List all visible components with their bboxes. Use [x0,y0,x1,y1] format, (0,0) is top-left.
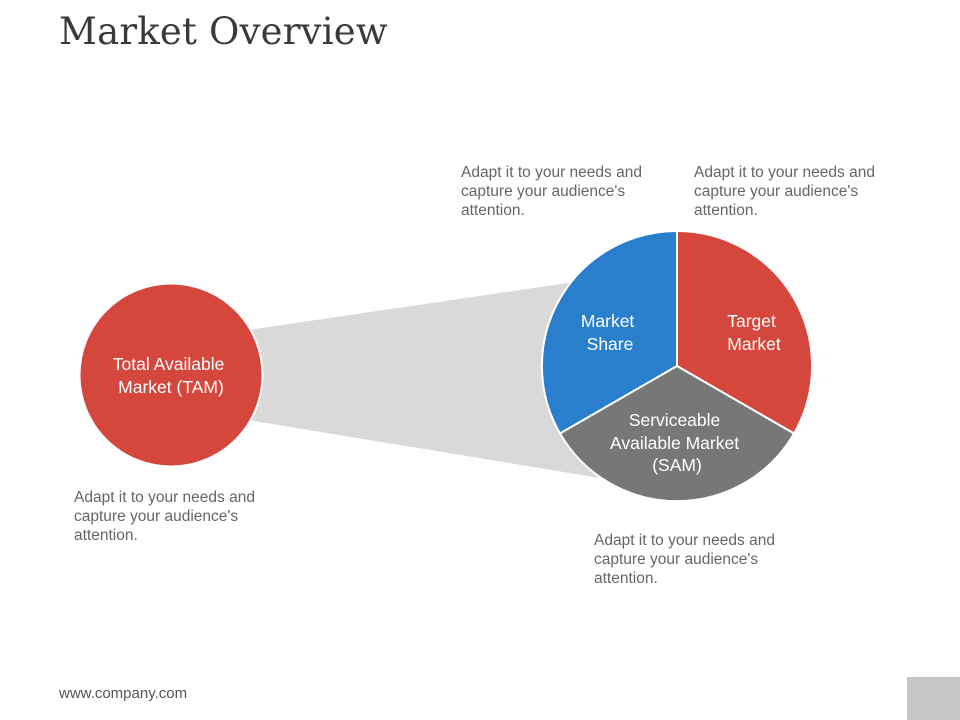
target-market-slice[interactable] [676,229,814,435]
tam-circle[interactable] [78,282,264,468]
market-share-label-line: Share [587,334,634,354]
market-share-label: Market Share [581,311,639,354]
sam-label-line: (SAM) [652,455,702,475]
target-market-label-line: Market [727,334,781,354]
tam-label: Total Available Market (TAM) [113,354,229,397]
tam-caption: Adapt it to your needs and capture your … [74,489,255,544]
sam-label: Serviceable Available Market (SAM) [610,410,744,475]
funnel-connector [248,279,600,478]
target-market-label: Target Market [727,311,781,354]
market-pie [540,229,814,503]
target-market-label-line: Target [727,311,776,331]
market-share-caption: Adapt it to your needs and capture your … [461,164,642,219]
target-market-caption: Adapt it to your needs and capture your … [694,164,875,219]
sam-label-line: Serviceable [629,410,720,430]
tam-label-line: Market (TAM) [118,377,224,397]
corner-block [907,677,960,720]
sam-label-line: Available Market [610,433,739,453]
market-share-slice[interactable] [540,229,678,435]
market-share-label-line: Market [581,311,635,331]
sam-caption: Adapt it to your needs and capture your … [594,532,775,587]
sam-slice[interactable] [558,364,796,503]
footer-url[interactable]: www.company.com [59,685,188,702]
page-title: Market Overview [59,10,388,53]
tam-label-line: Total Available [113,354,225,374]
